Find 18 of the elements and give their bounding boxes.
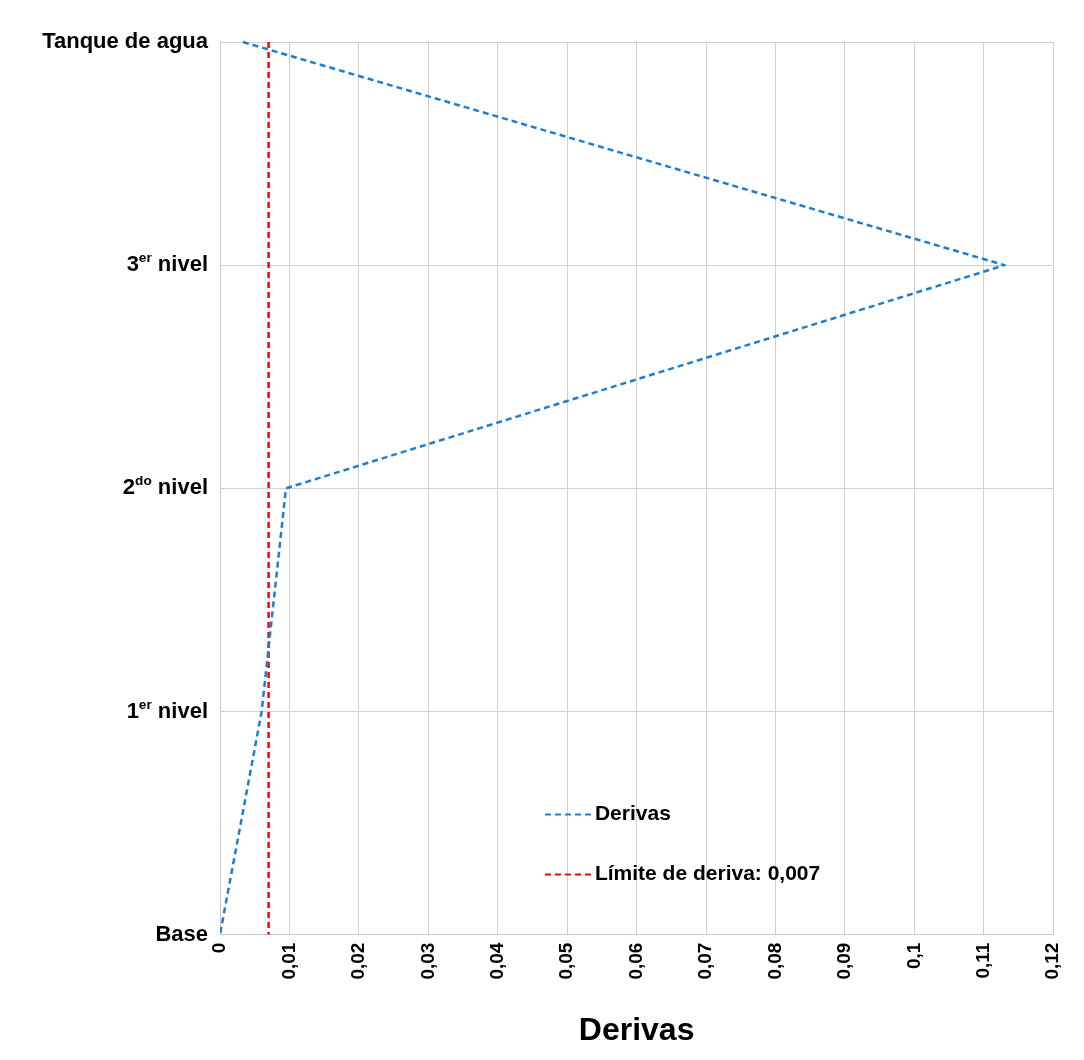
legend-label: Derivas [594, 801, 671, 825]
x-tick-label: 0 [208, 942, 230, 954]
x-tick-label: 0,1 [902, 942, 924, 970]
legend-label: Límite de deriva: 0,007 [594, 861, 821, 885]
x-tick-label: 0,05 [555, 942, 577, 980]
x-axis-title: Derivas [578, 1010, 695, 1047]
x-tick-label: 0,07 [694, 942, 716, 980]
x-tick-label: 0,02 [347, 942, 369, 980]
x-tick-label: 0,11 [972, 942, 993, 979]
x-tick-label: 0,12 [1041, 942, 1063, 980]
x-tick-label: 0,04 [485, 942, 507, 980]
x-tick-label: 0,01 [277, 942, 299, 980]
x-tick-label: 0,06 [624, 942, 646, 980]
x-tick-label: 0,03 [416, 942, 438, 980]
x-tick-label: 0,09 [833, 942, 855, 980]
x-tick-label: 0,08 [763, 942, 785, 980]
y-tick-label: Base [155, 920, 208, 946]
y-tick-label: Tanque de agua [42, 28, 209, 54]
